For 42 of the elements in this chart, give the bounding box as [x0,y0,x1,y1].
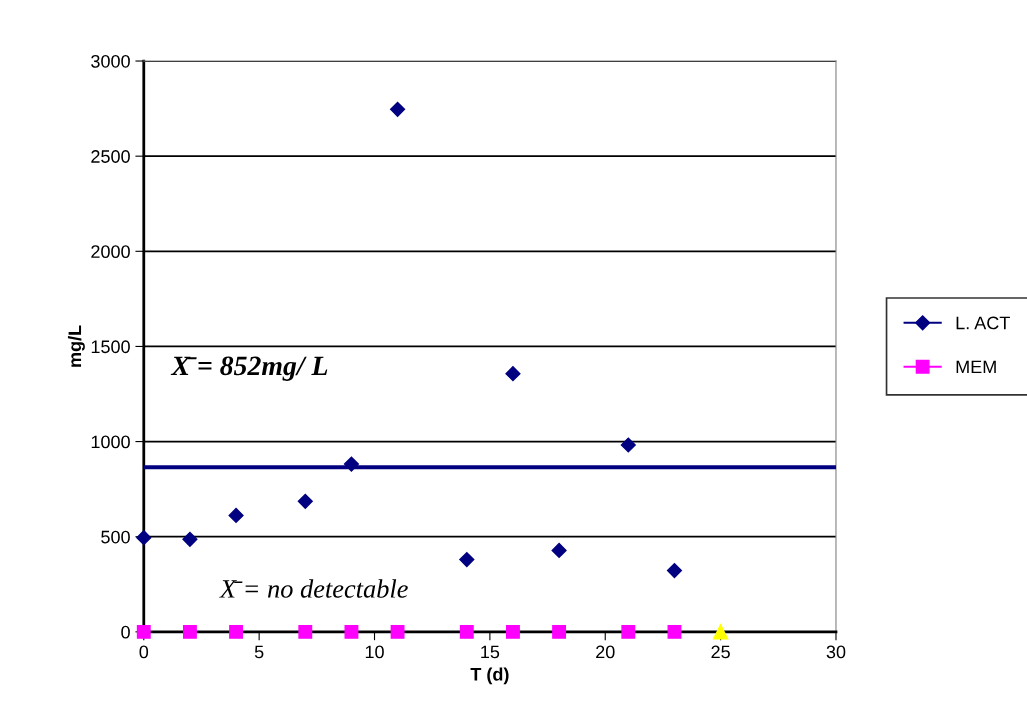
point [621,624,636,639]
point [390,101,406,117]
y-tick-label: 2000 [91,245,130,259]
point [620,437,636,453]
y-tick-label: 500 [101,530,130,544]
point [229,624,244,639]
point [343,456,360,472]
legend-label: L. ACT [956,316,1010,330]
point [298,624,313,639]
point [182,531,198,547]
point [390,624,405,639]
x-tick-label: 10 [365,645,384,659]
point [506,624,520,639]
y-tick-label: 1500 [91,340,130,354]
point [666,563,683,579]
annotation: X̄ = 852mg/ L [170,356,328,381]
x-tick-label: 20 [596,645,615,659]
point [667,624,682,639]
point [228,507,244,523]
point [297,493,313,509]
point [459,624,474,639]
x-tick-label: 15 [481,645,500,659]
legend-label: MEM [956,360,996,374]
x-tick-label: 25 [711,645,730,659]
x-tick-label: 30 [826,645,846,659]
point [551,542,567,558]
annotation: X̄ = no detectable [219,579,408,598]
x-axis-title: T (d) [470,667,509,685]
y-tick-label: 1000 [91,435,130,449]
point [505,366,521,382]
x-tick-label: 0 [139,645,149,659]
point [136,624,151,639]
point [459,551,475,568]
y-tick-label: 0 [121,625,130,639]
point [552,624,567,639]
point [712,624,729,640]
x-tick-label: 5 [254,645,264,659]
point [182,624,197,639]
y-axis-title: mg/L [67,325,85,367]
y-tick-label: 3000 [91,54,130,68]
y-tick-label: 2500 [91,150,130,163]
point [344,624,359,639]
